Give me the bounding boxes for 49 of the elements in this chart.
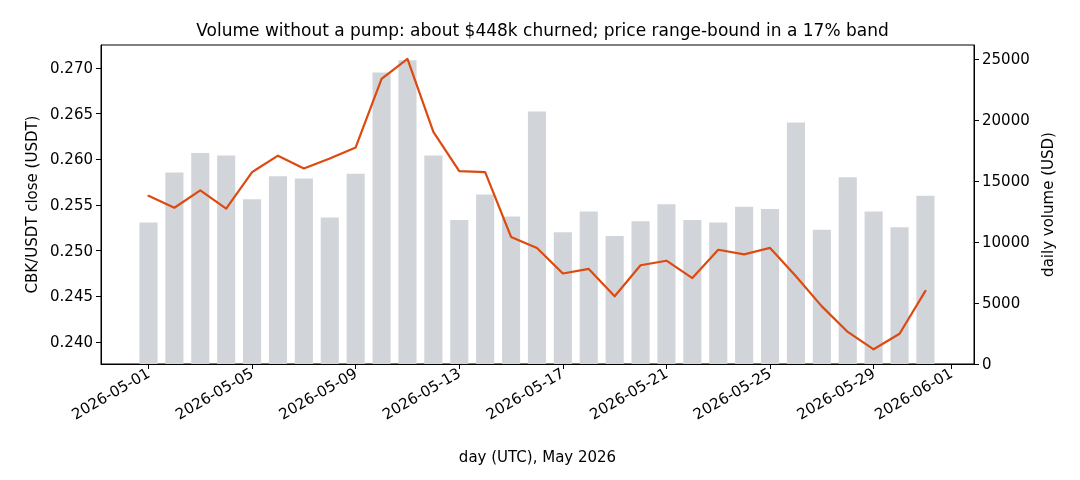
y2-tick-label: 5000	[982, 294, 1021, 313]
bar	[294, 178, 313, 364]
y-axis-title: CBK/USDT close (USDT)	[22, 115, 41, 294]
bar	[916, 195, 935, 364]
bar	[735, 206, 754, 364]
bar	[217, 155, 236, 364]
y2-tick-label: 10000	[982, 233, 1030, 252]
y-tick-label: 0.250	[50, 241, 93, 260]
y-tick-label: 0.260	[50, 150, 93, 169]
bar	[812, 229, 831, 364]
y2-axis-title: daily volume (USD)	[1039, 132, 1058, 277]
y-tick-label: 0.255	[50, 196, 93, 214]
bar	[346, 173, 365, 364]
bar	[786, 122, 806, 364]
bar	[139, 222, 158, 364]
bar	[450, 220, 469, 364]
bar	[605, 235, 624, 364]
bar	[372, 72, 391, 364]
y-tick-label: 0.240	[50, 332, 93, 351]
line-series	[147, 57, 927, 351]
bar	[864, 211, 883, 364]
bar	[760, 209, 780, 364]
bar	[398, 60, 417, 364]
y-tick-label: 0.265	[50, 104, 93, 123]
y-tick-label: 0.245	[50, 287, 93, 306]
bar	[320, 217, 339, 364]
bar	[191, 152, 210, 364]
bar	[657, 204, 676, 364]
x-axis-title: day (UTC), May 2026	[458, 447, 617, 466]
y2-tick-label: 25000	[982, 50, 1030, 69]
bar	[476, 194, 495, 364]
bar	[838, 177, 857, 364]
bar	[424, 155, 443, 364]
bar	[631, 221, 650, 364]
bar	[709, 222, 728, 364]
y2-tick-label: 15000	[982, 172, 1030, 191]
bar	[579, 211, 598, 364]
y2-tick-label: 0	[982, 355, 992, 373]
bar	[527, 111, 547, 364]
chart-title: Volume without a pump: about $448k churned; price range-bound in a 17% band	[196, 19, 889, 40]
bar	[683, 220, 702, 364]
y2-tick-label: 20000	[982, 111, 1030, 130]
y-tick-label: 0.270	[50, 59, 93, 78]
bar	[502, 216, 521, 364]
bar	[553, 232, 572, 364]
bar	[890, 227, 909, 364]
bar	[268, 176, 288, 364]
bar	[165, 172, 184, 364]
bar	[243, 199, 262, 364]
